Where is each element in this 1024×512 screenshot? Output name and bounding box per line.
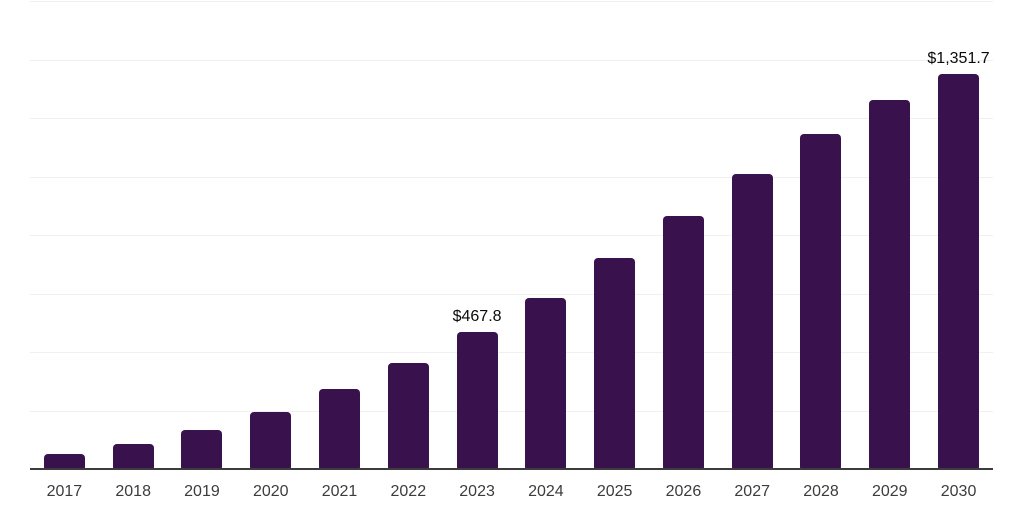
band-2021 [305,0,374,470]
x-tick-2023: 2023 [459,483,495,500]
band-2023: $467.8 [443,0,512,470]
band-2027 [718,0,787,470]
bar-2017[interactable] [43,453,85,469]
bar-series: $467.8 $1,351.7 [30,0,993,470]
gridline-1200 [30,118,993,119]
data-label-2023: $467.8 [452,308,502,326]
band-2028 [787,0,856,470]
bar-2019[interactable] [181,430,223,469]
gridline-1600 [30,1,993,2]
bar-2028[interactable] [800,134,842,469]
plot-area: $467.8 $1,351.7 [30,0,993,470]
x-tick-2026: 2026 [665,483,702,500]
data-label-2030: $1,351.7 [927,49,990,67]
x-tick-2030: 2030 [940,483,977,500]
bar-2020[interactable] [250,412,292,469]
gridline-400 [30,352,993,353]
x-tick-2029: 2029 [871,483,908,500]
x-tick-2019: 2019 [184,483,220,500]
x-tick-2022: 2022 [390,483,427,500]
bar-2029[interactable] [869,99,911,469]
x-tick-2020: 2020 [252,483,289,500]
bar-2024[interactable] [525,297,567,469]
bar-2021[interactable] [319,389,361,469]
bar-2025[interactable] [594,257,636,469]
bar-2030[interactable] [938,73,980,469]
bar-2027[interactable] [731,173,773,469]
bar-2023[interactable] [456,332,498,469]
band-2018 [99,0,168,470]
gridline-600 [30,293,993,295]
x-tick-2024: 2024 [528,483,564,500]
x-axis-line [30,468,993,470]
band-2026 [649,0,718,470]
band-2022 [374,0,443,470]
band-2029 [855,0,924,470]
x-tick-2028: 2028 [803,483,839,500]
gridline-200 [30,410,993,412]
x-tick-2025: 2025 [596,483,633,500]
bar-2018[interactable] [112,443,154,469]
x-tick-2018: 2018 [115,483,151,500]
band-2024 [511,0,580,470]
band-2019 [168,0,237,470]
gridline-1000 [30,176,993,178]
band-2030: $1,351.7 [924,0,993,470]
gridline-1400 [30,59,993,61]
bar-2026[interactable] [662,215,704,469]
x-tick-2021: 2021 [321,483,358,500]
x-tick-2027: 2027 [734,483,770,500]
x-axis-tick-labels: 2017 2018 2019 2020 2021 2022 2023 2024 2025 2026… [30,482,993,501]
band-2025 [580,0,649,470]
band-2017 [30,0,99,470]
band-2020 [236,0,305,470]
bar-2022[interactable] [387,363,429,469]
gridline-800 [30,235,993,236]
x-tick-2017: 2017 [46,483,83,500]
